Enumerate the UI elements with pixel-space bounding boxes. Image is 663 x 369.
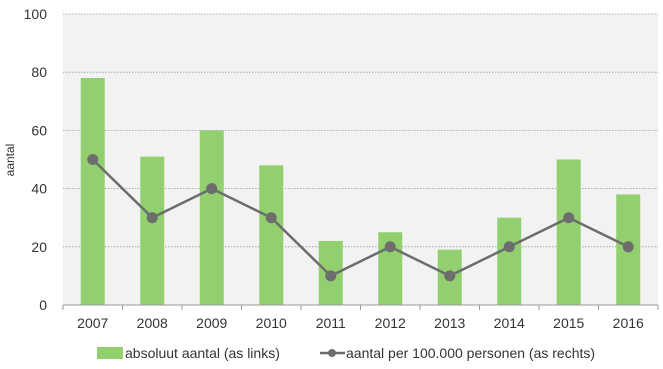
bar <box>497 217 522 305</box>
y-axis-label: aantal <box>3 144 17 177</box>
x-axis-ticks <box>62 305 659 310</box>
x-tick-label: 2011 <box>316 315 346 331</box>
legend-line-label: aantal per 100.000 personen (as rechts) <box>346 345 595 361</box>
y-tick-label: 20 <box>31 239 47 255</box>
bar <box>199 130 224 305</box>
bar <box>556 159 581 305</box>
x-tick-label: 2008 <box>137 315 168 331</box>
bar-series <box>80 78 641 306</box>
x-tick-label: 2015 <box>553 315 584 331</box>
series-line <box>91 158 629 278</box>
line-point <box>622 241 634 253</box>
bar <box>80 78 105 306</box>
legend: absoluut aantal (as links) aantal per 10… <box>97 345 595 361</box>
y-tick-label: 40 <box>31 181 47 197</box>
x-tick-label: 2013 <box>434 315 465 331</box>
line-point <box>444 270 456 282</box>
x-tick-label: 2007 <box>77 315 108 331</box>
legend-bar-label: absoluut aantal (as links) <box>125 345 280 361</box>
legend-bar-swatch <box>97 347 123 359</box>
x-tick-label: 2009 <box>196 315 227 331</box>
x-axis-tick-labels: 2007 2008 2009 2010 2011 2012 2013 2014 2015 2016 <box>77 315 644 331</box>
x-tick-label: 2010 <box>256 315 287 331</box>
line-series <box>87 154 634 282</box>
line-point <box>206 183 218 195</box>
y-tick-label: 80 <box>31 64 47 80</box>
line-point <box>146 212 158 224</box>
y-axis-tick-labels: 0 20 40 60 80 100 <box>24 6 48 313</box>
bar <box>140 156 165 305</box>
line-point <box>384 241 396 253</box>
line-point <box>87 154 99 165</box>
x-tick-label: 2012 <box>375 315 406 331</box>
line-point <box>563 212 575 224</box>
y-tick-label: 100 <box>24 6 48 22</box>
x-tick-label: 2014 <box>494 315 525 331</box>
line-point <box>325 270 337 282</box>
line-point <box>503 241 515 253</box>
line-point <box>265 212 277 224</box>
x-tick-label: 2016 <box>613 315 644 331</box>
y-tick-label: 60 <box>31 122 47 138</box>
legend-line-marker <box>328 349 336 357</box>
y-tick-label: 0 <box>39 297 47 313</box>
bar <box>259 165 284 305</box>
